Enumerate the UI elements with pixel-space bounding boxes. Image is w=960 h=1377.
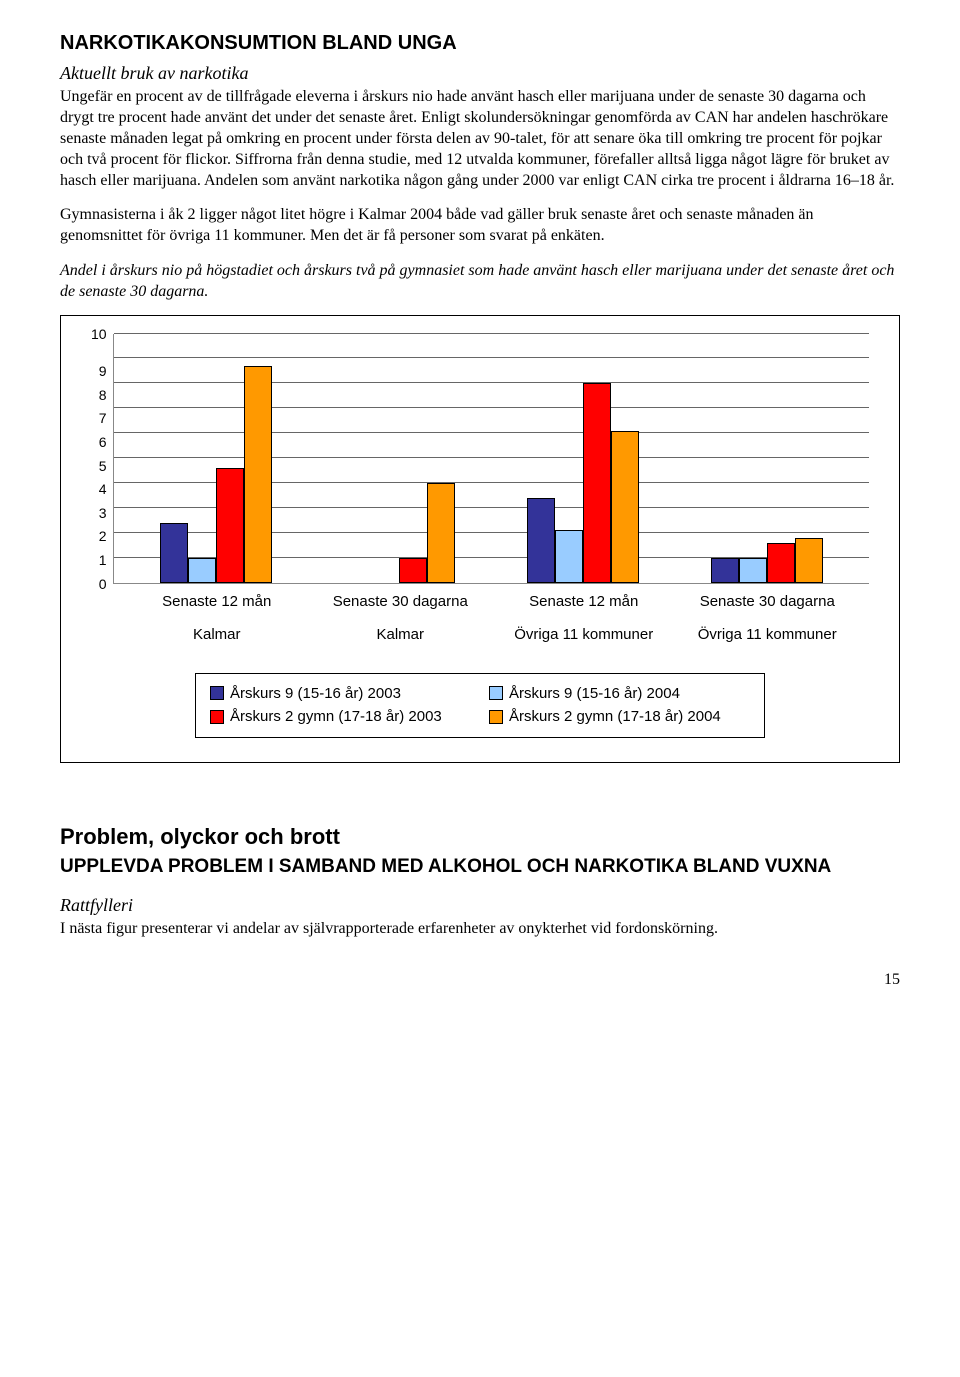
x-tick-sublabel: Övriga 11 kommuner (676, 625, 860, 645)
bar (244, 366, 272, 583)
x-tick-label: Senaste 12 mån (492, 592, 676, 612)
y-axis: 012345678910 (91, 334, 113, 584)
x-axis-sublabels: KalmarKalmarÖvriga 11 kommunerÖvriga 11 … (91, 611, 869, 645)
y-tick-label: 9 (99, 364, 107, 378)
paragraph-1: Ungefär en procent av de tillfrågade ele… (60, 87, 900, 191)
y-tick-label: 5 (99, 459, 107, 473)
x-tick-sublabel: Kalmar (309, 625, 493, 645)
bar (711, 558, 739, 583)
section-2-subtitle: UPPLEVDA PROBLEM I SAMBAND MED ALKOHOL O… (60, 855, 900, 880)
y-tick-label: 4 (99, 482, 107, 496)
bar (527, 498, 555, 583)
paragraph-2: Gymnasisterna i åk 2 ligger något litet … (60, 205, 900, 247)
legend-label: Årskurs 9 (15-16 år) 2004 (509, 684, 680, 704)
legend-label: Årskurs 9 (15-16 år) 2003 (230, 684, 401, 704)
x-tick-label: Senaste 30 dagarna (676, 592, 860, 612)
legend-swatch (210, 710, 224, 724)
bar-group (527, 334, 639, 583)
bar (399, 558, 427, 583)
bar (739, 558, 767, 583)
section-2-topic: Rattfylleri (60, 894, 900, 917)
bar (583, 383, 611, 582)
legend-label: Årskurs 2 gymn (17-18 år) 2004 (509, 707, 721, 727)
legend-item: Årskurs 2 gymn (17-18 år) 2004 (489, 707, 750, 727)
y-tick-label: 7 (99, 411, 107, 425)
legend-item: Årskurs 2 gymn (17-18 år) 2003 (210, 707, 471, 727)
section-2-body: I nästa figur presenterar vi andelar av … (60, 919, 900, 940)
bar-group (160, 334, 272, 583)
bar (767, 543, 795, 583)
y-tick-label: 2 (99, 529, 107, 543)
y-tick-label: 1 (99, 553, 107, 567)
x-tick-sublabel: Övriga 11 kommuner (492, 625, 676, 645)
legend-label: Årskurs 2 gymn (17-18 år) 2003 (230, 707, 442, 727)
legend-swatch (489, 710, 503, 724)
x-tick-label: Senaste 30 dagarna (309, 592, 493, 612)
legend-item: Årskurs 9 (15-16 år) 2003 (210, 684, 471, 704)
page-title: NARKOTIKAKONSUMTION BLAND UNGA (60, 30, 900, 56)
bar-chart: 012345678910 Senaste 12 månSenaste 30 da… (60, 315, 900, 763)
bar (795, 538, 823, 583)
subheading: Aktuellt bruk av narkotika (60, 62, 900, 85)
bar (611, 431, 639, 583)
chart-plot-area (113, 334, 869, 584)
bar (160, 523, 188, 583)
legend-swatch (489, 686, 503, 700)
bar-group (343, 334, 455, 583)
chart-legend: Årskurs 9 (15-16 år) 2003 Årskurs 9 (15-1… (195, 673, 765, 738)
bar-group (711, 334, 823, 583)
bar (188, 558, 216, 583)
y-tick-label: 0 (99, 577, 107, 591)
y-tick-label: 3 (99, 506, 107, 520)
section-2-title: Problem, olyckor och brott (60, 823, 900, 852)
bar (555, 530, 583, 582)
y-tick-label: 8 (99, 388, 107, 402)
x-tick-sublabel: Kalmar (125, 625, 309, 645)
legend-item: Årskurs 9 (15-16 år) 2004 (489, 684, 750, 704)
chart-caption: Andel i årskurs nio på högstadiet och år… (60, 261, 900, 303)
bar (216, 468, 244, 583)
x-axis-labels: Senaste 12 månSenaste 30 dagarnaSenaste … (91, 584, 869, 612)
page-number: 15 (60, 970, 900, 991)
bar (427, 483, 455, 583)
legend-swatch (210, 686, 224, 700)
x-tick-label: Senaste 12 mån (125, 592, 309, 612)
y-tick-label: 6 (99, 435, 107, 449)
y-tick-label: 10 (91, 327, 107, 341)
